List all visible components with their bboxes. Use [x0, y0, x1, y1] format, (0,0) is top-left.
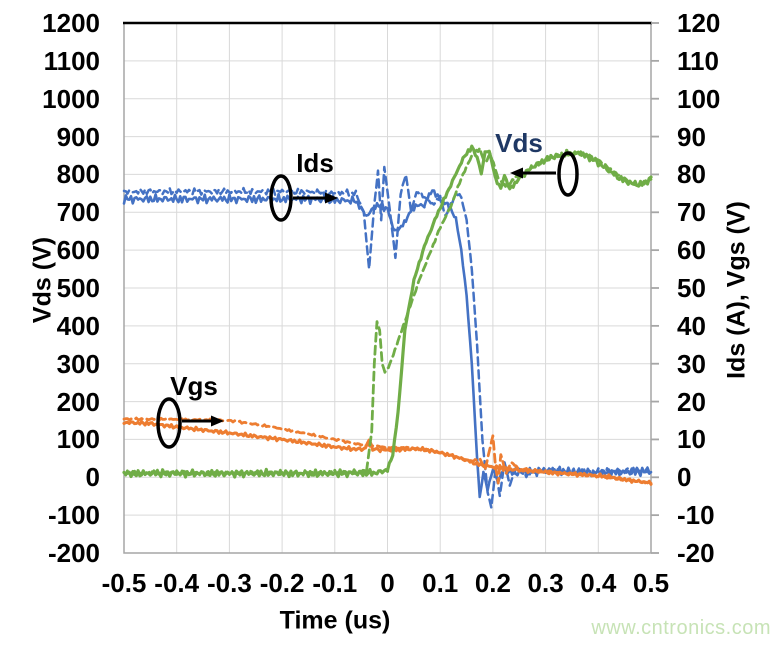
y-axis-left-tick: 1200 — [42, 8, 100, 38]
x-axis-tick: 0.1 — [422, 568, 459, 598]
y-axis-right-tick: 90 — [677, 121, 706, 152]
y-axis-right-tick: 30 — [677, 348, 706, 379]
y-axis-left-tick: 1000 — [42, 83, 100, 114]
y-axis-right-tick: 110 — [677, 45, 719, 76]
y-axis-right-tick: 70 — [677, 197, 706, 228]
y-axis-right-tick: 120 — [677, 8, 721, 38]
x-axis-tick: -0.4 — [154, 568, 200, 598]
y-axis-right-tick: 40 — [677, 310, 706, 341]
y-axis-left-tick: 0 — [85, 462, 100, 493]
watermark: www.cntronics.com — [591, 617, 771, 639]
y-axis-right-tick: 80 — [677, 159, 706, 190]
vgs-curve-label: Vgs — [170, 371, 218, 401]
right-axis-title: Ids (A), Vgs (V) — [722, 201, 751, 379]
y-axis-left-tick: -100 — [47, 500, 100, 531]
x-axis-tick: -0.5 — [101, 568, 147, 598]
left-axis-title: Vds (V) — [28, 236, 57, 324]
ids-curve-label: Ids — [296, 148, 334, 178]
vds-curve-label: Vds — [495, 128, 543, 158]
x-axis-tick: 0.5 — [632, 568, 670, 598]
x-axis-tick: -0.1 — [312, 568, 358, 598]
y-axis-right-tick: 60 — [677, 235, 706, 266]
x-axis-tick: -0.3 — [206, 568, 252, 598]
x-axis-tick: 0.4 — [580, 568, 617, 598]
x-axis-tick: 0.2 — [474, 568, 511, 598]
x-axis-tick: 0.3 — [527, 568, 564, 598]
y-axis-right-tick: 50 — [677, 273, 706, 303]
y-axis-left-tick: 600 — [56, 235, 100, 266]
y-axis-right-tick: -20 — [677, 538, 715, 568]
y-axis-right-tick: 100 — [677, 83, 721, 114]
y-axis-left-tick: 200 — [56, 386, 100, 417]
x-axis-tick: 0 — [380, 568, 395, 598]
y-axis-left-tick: 800 — [56, 159, 100, 190]
y-axis-left-tick: 700 — [56, 197, 100, 228]
y-axis-right-tick: 20 — [677, 386, 706, 417]
y-axis-left-tick: 100 — [56, 424, 100, 455]
y-axis-left-tick: 1100 — [43, 45, 100, 76]
y-axis-right-tick: 0 — [677, 462, 692, 493]
y-axis-left-tick: 500 — [56, 273, 100, 303]
y-axis-left-tick: 900 — [56, 121, 100, 152]
y-axis-left-tick: -200 — [47, 538, 100, 568]
x-axis-tick: -0.2 — [259, 568, 305, 598]
y-axis-right-tick: -10 — [677, 500, 715, 531]
y-axis-left-tick: 300 — [56, 348, 100, 379]
y-axis-right-tick: 10 — [677, 424, 706, 455]
x-axis-title: Time (us) — [279, 606, 391, 635]
y-axis-left-tick: 400 — [56, 310, 100, 341]
